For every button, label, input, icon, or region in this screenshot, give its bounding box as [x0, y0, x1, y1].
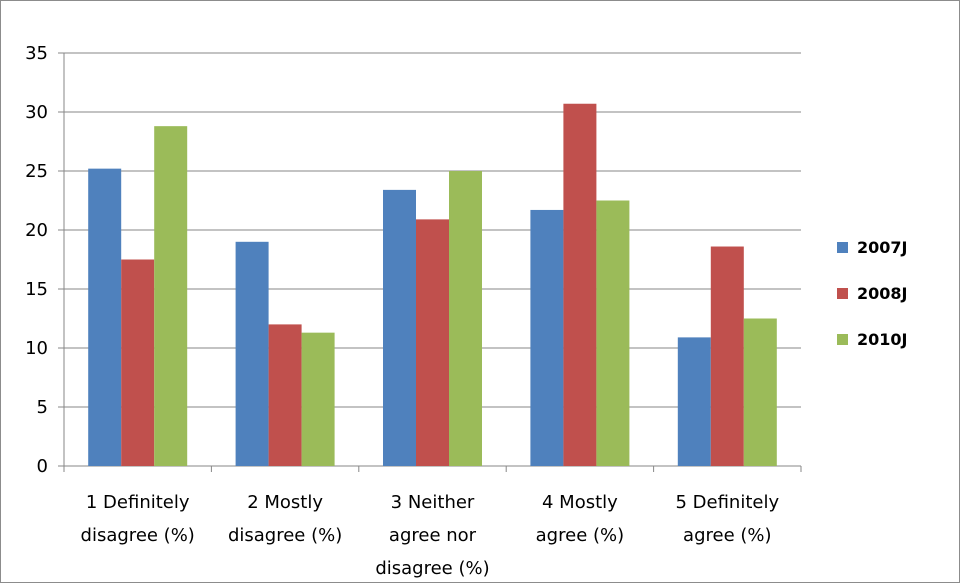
bar-2007J-2 [235, 241, 269, 466]
x-category-label-line: agree (%) [536, 525, 624, 546]
bar-2007J-3 [383, 189, 416, 466]
bar-2008J-1 [121, 259, 155, 466]
x-category-label: 3 Neither agree nor disagree (%) [375, 492, 489, 579]
bar-2008J-3 [416, 219, 449, 466]
y-tick-label: 10 [25, 338, 48, 359]
bar-2008J-5 [710, 246, 744, 466]
bar-2007J-5 [677, 337, 711, 466]
bar-2010J-4 [596, 200, 630, 466]
x-category-label-line: disagree (%) [228, 525, 342, 546]
bar-2010J-3 [449, 171, 482, 466]
y-tick-label: 0 [37, 456, 48, 477]
x-category-label: 5 Definitely agree (%) [675, 492, 779, 546]
legend-swatch-2007J [837, 242, 848, 253]
legend-swatch-2010J [837, 334, 848, 345]
x-category-label: 4 Mostly agree (%) [536, 492, 624, 546]
x-category-label: 2 Mostly disagree (%) [228, 492, 342, 546]
bar-2010J-1 [154, 126, 188, 466]
y-tick-label: 35 [25, 43, 48, 64]
x-category-label: 1 Definitely disagree (%) [81, 492, 195, 546]
legend-label-2008J: 2008J [857, 284, 907, 303]
x-category-label-line: disagree (%) [81, 525, 195, 546]
legend-label-2007J: 2007J [857, 238, 907, 257]
bar-2010J-5 [743, 318, 777, 466]
y-tick-label: 20 [25, 220, 48, 241]
x-category-label-line: 4 Mostly [542, 492, 618, 513]
y-tick-label: 30 [25, 102, 48, 123]
y-tick-label: 15 [25, 279, 48, 300]
legend-swatch-2008J [837, 288, 848, 299]
x-category-label-line: 3 Neither [391, 492, 475, 513]
x-category-label-line: disagree (%) [375, 558, 489, 579]
bar-2007J-1 [88, 168, 122, 466]
bar-2007J-4 [530, 209, 564, 466]
x-category-label-line: agree nor [389, 525, 477, 546]
x-category-label-line: 2 Mostly [247, 492, 323, 513]
x-category-label-line: 5 Definitely [675, 492, 779, 513]
y-tick-label: 25 [25, 161, 48, 182]
x-category-label-line: 1 Definitely [86, 492, 190, 513]
bar-2010J-2 [301, 332, 335, 466]
legend-label-2010J: 2010J [857, 330, 907, 349]
bar-2008J-2 [268, 324, 302, 466]
x-category-label-line: agree (%) [683, 525, 771, 546]
y-tick-label: 5 [37, 397, 48, 418]
bar-2008J-4 [563, 103, 597, 467]
